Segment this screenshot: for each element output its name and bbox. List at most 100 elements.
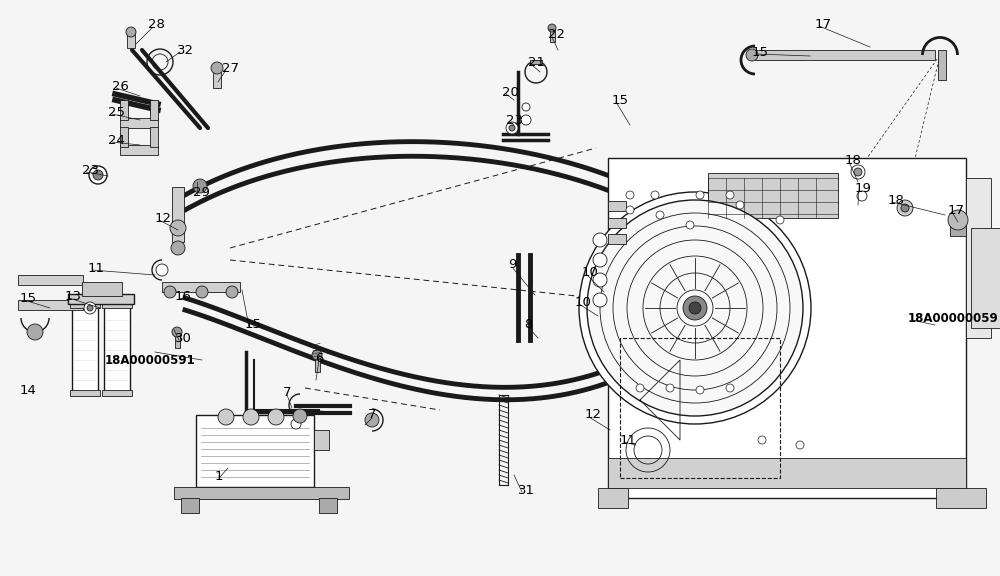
Text: 17: 17 — [815, 17, 832, 31]
Text: 9: 9 — [508, 259, 516, 271]
Circle shape — [84, 302, 96, 314]
Circle shape — [548, 24, 556, 32]
Text: 10: 10 — [575, 295, 592, 309]
Bar — [18, 275, 83, 285]
Bar — [104, 304, 130, 392]
Bar — [174, 487, 349, 499]
Text: 13: 13 — [65, 290, 82, 302]
Bar — [18, 300, 83, 310]
Circle shape — [593, 233, 607, 247]
Text: 29: 29 — [193, 185, 210, 199]
Text: 11: 11 — [620, 434, 637, 446]
Text: 15: 15 — [752, 46, 769, 59]
Bar — [608, 458, 966, 488]
Text: 7: 7 — [283, 386, 292, 400]
Bar — [102, 300, 132, 308]
Text: 16: 16 — [175, 290, 192, 302]
Circle shape — [593, 253, 607, 267]
Text: 12: 12 — [585, 408, 602, 422]
Text: 12: 12 — [155, 211, 172, 225]
Text: 31: 31 — [518, 483, 535, 497]
Text: 7: 7 — [368, 408, 376, 422]
Circle shape — [164, 286, 176, 298]
Circle shape — [506, 122, 518, 134]
Bar — [68, 294, 134, 304]
Bar — [175, 330, 180, 348]
Bar — [120, 100, 128, 120]
Circle shape — [901, 204, 909, 212]
Text: 19: 19 — [855, 181, 872, 195]
Circle shape — [666, 384, 674, 392]
Bar — [181, 498, 199, 513]
Bar — [315, 350, 320, 372]
Circle shape — [291, 419, 301, 429]
Bar — [608, 218, 626, 228]
Bar — [70, 300, 100, 308]
Bar — [150, 100, 158, 120]
Circle shape — [171, 241, 185, 255]
Circle shape — [522, 103, 530, 111]
Circle shape — [521, 115, 531, 125]
Bar — [708, 173, 838, 218]
Text: 32: 32 — [177, 44, 194, 56]
Circle shape — [218, 409, 234, 425]
Circle shape — [312, 350, 322, 360]
Bar — [213, 66, 221, 88]
Bar — [966, 178, 991, 338]
Bar — [120, 145, 158, 155]
Bar — [72, 304, 98, 392]
Bar — [936, 488, 986, 508]
Circle shape — [193, 179, 207, 193]
Bar — [120, 127, 128, 147]
Circle shape — [593, 273, 607, 287]
Bar — [319, 498, 337, 513]
Text: 14: 14 — [20, 384, 37, 396]
Circle shape — [509, 125, 515, 131]
Bar — [162, 282, 240, 292]
Bar — [70, 390, 100, 396]
Bar — [150, 127, 158, 147]
Text: 22: 22 — [548, 28, 565, 41]
Text: 18: 18 — [888, 194, 905, 207]
Circle shape — [796, 441, 804, 449]
Bar — [608, 201, 626, 211]
Text: 30: 30 — [175, 332, 192, 344]
Circle shape — [126, 27, 136, 37]
Bar — [127, 30, 135, 48]
Text: 24: 24 — [108, 134, 125, 146]
Circle shape — [587, 200, 803, 416]
Circle shape — [854, 168, 862, 176]
Text: 25: 25 — [108, 105, 125, 119]
Circle shape — [948, 210, 968, 230]
Bar — [938, 50, 946, 80]
Circle shape — [89, 166, 107, 184]
Bar — [755, 50, 935, 60]
Text: 21: 21 — [528, 56, 545, 70]
Bar — [971, 228, 1000, 328]
Circle shape — [696, 386, 704, 394]
Text: 11: 11 — [88, 262, 105, 275]
Circle shape — [365, 413, 379, 427]
Circle shape — [686, 221, 694, 229]
Circle shape — [626, 191, 634, 199]
Circle shape — [636, 384, 644, 392]
Circle shape — [593, 293, 607, 307]
Text: 18A00000591: 18A00000591 — [105, 354, 196, 366]
Circle shape — [651, 191, 659, 199]
Circle shape — [696, 191, 704, 199]
Bar — [550, 27, 555, 42]
Circle shape — [776, 216, 784, 224]
Circle shape — [689, 302, 701, 314]
Circle shape — [87, 305, 93, 311]
Text: 23: 23 — [82, 164, 99, 176]
Bar — [608, 158, 966, 498]
Circle shape — [211, 62, 223, 74]
Circle shape — [243, 409, 259, 425]
Text: 6: 6 — [315, 351, 323, 365]
Bar — [82, 282, 122, 296]
Bar — [102, 390, 132, 396]
Circle shape — [746, 49, 758, 61]
Circle shape — [172, 327, 182, 337]
Circle shape — [726, 191, 734, 199]
Text: 10: 10 — [582, 266, 599, 279]
